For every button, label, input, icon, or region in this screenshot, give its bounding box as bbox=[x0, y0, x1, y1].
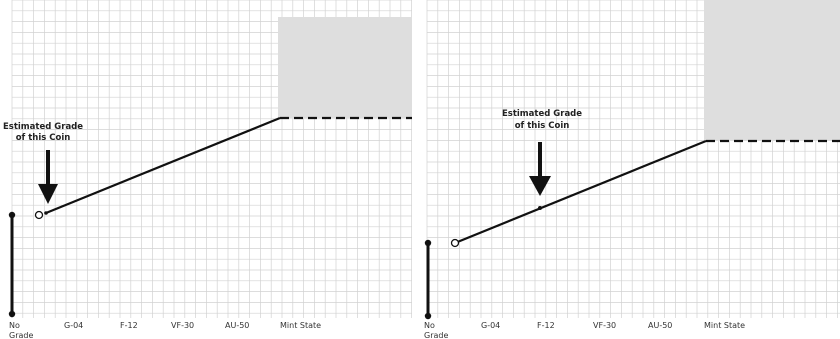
x-tick-grade: Grade bbox=[424, 331, 448, 339]
no-grade-bar-bottom-dot bbox=[424, 312, 432, 320]
x-tick-g04: G-04 bbox=[64, 321, 83, 330]
x-tick-mint-state: Mint State bbox=[280, 321, 321, 330]
x-tick-au50: AU-50 bbox=[648, 321, 672, 330]
start-point-circle bbox=[450, 238, 460, 248]
annotation-line-2: of this Coin bbox=[16, 133, 71, 143]
estimated-grade-arrow-head bbox=[38, 184, 58, 204]
x-tick-no: No bbox=[424, 321, 435, 330]
annotation-line-1: Estimated Grade bbox=[502, 109, 582, 119]
x-tick-g04: G-04 bbox=[481, 321, 500, 330]
x-tick-f12: F-12 bbox=[120, 321, 138, 330]
x-tick-mint-state: Mint State bbox=[704, 321, 745, 330]
x-tick-grade: Grade bbox=[9, 331, 33, 339]
estimated-grade-point bbox=[538, 206, 542, 210]
grade-panel-left: Estimated Grade of this Coin No Grade G-… bbox=[3, 0, 412, 339]
x-tick-vf30: VF-30 bbox=[171, 321, 194, 330]
estimated-grade-arrow-head bbox=[529, 176, 551, 196]
x-tick-vf30: VF-30 bbox=[593, 321, 616, 330]
x-tick-au50: AU-50 bbox=[225, 321, 249, 330]
no-grade-bar-bottom-dot bbox=[8, 310, 16, 318]
start-point-circle bbox=[34, 210, 44, 220]
x-tick-f12: F-12 bbox=[537, 321, 555, 330]
grade-panel-right: Estimated Grade of this Coin No Grade G-… bbox=[424, 0, 840, 339]
x-tick-no: No bbox=[9, 321, 20, 330]
annotation-line-2: of this Coin bbox=[515, 121, 570, 131]
annotation-line-1: Estimated Grade bbox=[3, 122, 83, 132]
estimated-grade-point bbox=[44, 211, 48, 215]
mint-state-shaded-region bbox=[278, 17, 412, 118]
no-grade-bar-top-dot bbox=[424, 239, 432, 247]
grade-line bbox=[454, 139, 707, 245]
mint-state-shaded-region bbox=[704, 0, 840, 141]
no-grade-bar-top-dot bbox=[8, 211, 16, 219]
grade-line bbox=[45, 116, 281, 215]
